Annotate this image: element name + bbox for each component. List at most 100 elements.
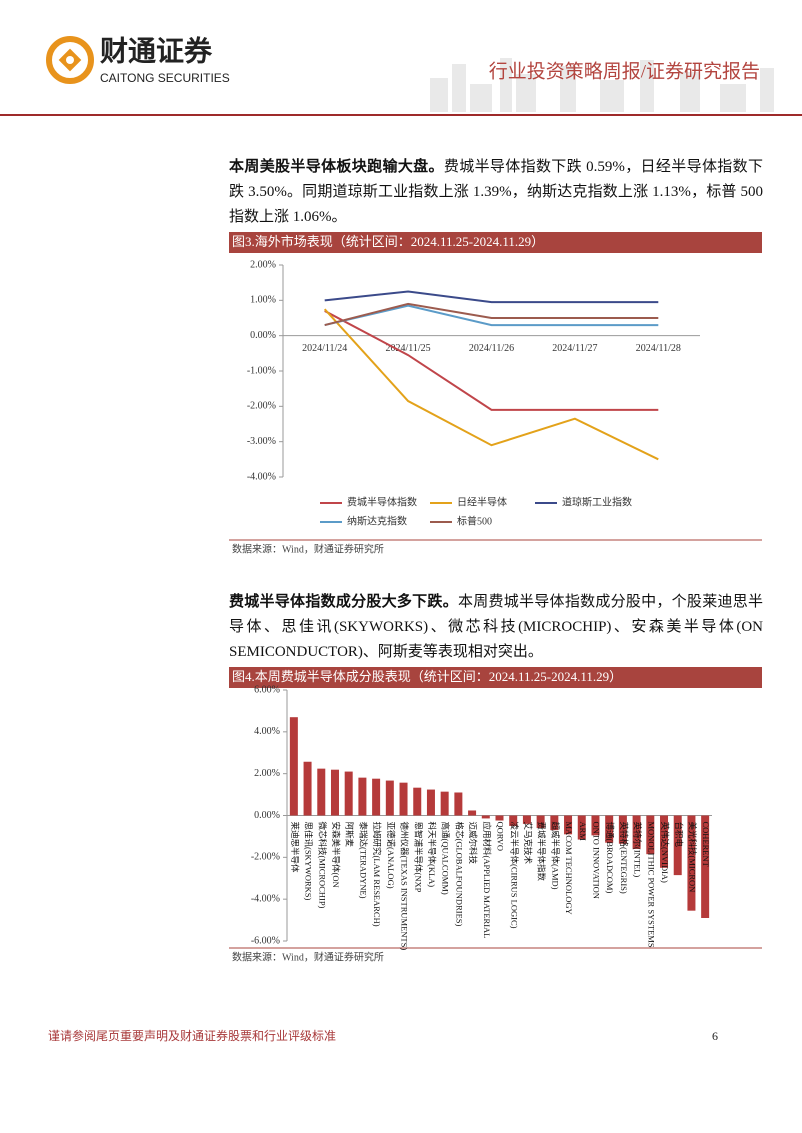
paragraph-body: 费城半导体指数下跌 0.59%，日经半导体指数下跌 3.50%。同期道琼斯工业指… bbox=[229, 159, 763, 225]
bar bbox=[577, 815, 586, 840]
bar bbox=[372, 778, 381, 816]
legend-label: 道琼斯工业指数 bbox=[562, 495, 632, 508]
bar bbox=[522, 815, 531, 824]
bar bbox=[605, 815, 614, 843]
paragraph: 本周美股半导体板块跑输大盘。费城半导体指数下跌 0.59%，日经半导体指数下跌 … bbox=[229, 155, 763, 230]
x-tick-label: 应用材料(APPLIED MATERIAL bbox=[482, 822, 492, 939]
figure-title-bar bbox=[229, 667, 762, 688]
paragraph-body: 本周费城半导体指数成分股中，个股莱迪思半导体、思佳讯(SKYWORKS)、微芯科… bbox=[229, 594, 763, 660]
x-tick-label: 2024/11/25 bbox=[386, 343, 431, 354]
x-tick-label: 思佳讯(SKYWORKS) bbox=[304, 822, 314, 901]
series-line bbox=[324, 290, 659, 304]
bar bbox=[426, 789, 435, 816]
y-tick-label: -1.00% bbox=[247, 365, 276, 376]
bar bbox=[673, 815, 682, 876]
x-tick-label: 英特尔(INTEL) bbox=[633, 822, 643, 878]
logo-en: CAITONG SECURITIES bbox=[100, 71, 230, 85]
y-tick-label: 0.00% bbox=[250, 330, 276, 341]
bar bbox=[660, 815, 669, 868]
bar bbox=[509, 815, 518, 826]
bar bbox=[317, 768, 326, 816]
x-tick-label: 微芯科技(MICROCHIP) bbox=[317, 822, 327, 909]
bar bbox=[358, 777, 367, 816]
x-tick-label: 2024/11/27 bbox=[552, 343, 597, 354]
y-tick-label: -4.00% bbox=[247, 471, 276, 482]
x-tick-label: 亚德诺(ANALOG) bbox=[386, 822, 396, 889]
x-tick-label: 高通(QUALCOMM) bbox=[441, 822, 451, 895]
legend-label: 纳斯达克指数 bbox=[347, 514, 407, 527]
legend-label: 日经半导体 bbox=[457, 495, 507, 508]
x-tick-label: 台积电 bbox=[674, 822, 684, 848]
x-tick-label: 格芯(GLOBALFOUNDRIES) bbox=[454, 822, 464, 927]
y-tick-label: 0.00% bbox=[254, 810, 280, 821]
bar bbox=[440, 791, 449, 816]
bar bbox=[468, 810, 477, 816]
x-tick-label: 超威半导体(AMD) bbox=[550, 822, 560, 890]
x-tick-label: QORVO bbox=[496, 822, 506, 852]
series-line bbox=[324, 304, 659, 327]
x-tick-label: 拉姆研究(LAM RESEARCH) bbox=[372, 822, 382, 927]
skyline bbox=[430, 58, 774, 112]
y-tick-label: -6.00% bbox=[251, 935, 280, 946]
x-tick-label: 美光科技(MICRON bbox=[687, 822, 697, 893]
x-tick-label: 科天半导体(KLA) bbox=[427, 822, 437, 888]
y-tick-label: -4.00% bbox=[251, 893, 280, 904]
x-tick-label: 凌云半导体(CIRRUS LOGIC) bbox=[509, 822, 519, 929]
x-tick-label: ONTO INNOVATION bbox=[592, 822, 602, 899]
y-tick-label: 6.00% bbox=[254, 684, 280, 695]
bar bbox=[687, 815, 696, 911]
bar bbox=[701, 815, 710, 918]
x-tick-label: 德州仪器(TEXAS INSTRUMENTS) bbox=[400, 822, 410, 951]
bar bbox=[413, 787, 422, 816]
bar bbox=[289, 717, 298, 816]
series-line bbox=[323, 308, 659, 461]
bar bbox=[495, 815, 504, 821]
x-tick-label: COHERENT bbox=[701, 822, 711, 868]
bar bbox=[550, 815, 559, 831]
bar bbox=[618, 815, 627, 844]
x-tick-label: 艾马克技术 bbox=[523, 822, 533, 865]
figure-title-bar bbox=[229, 232, 762, 253]
bar bbox=[385, 780, 394, 816]
bar bbox=[303, 761, 312, 816]
bar bbox=[330, 769, 339, 816]
legend-label: 标普500 bbox=[457, 514, 492, 527]
x-tick-label: 恩智浦半导体(NXP bbox=[413, 822, 423, 893]
x-tick-label: 迈威尔科技 bbox=[468, 822, 478, 865]
header-rule bbox=[0, 114, 802, 116]
paragraph-lead: 本周美股半导体板块跑输大盘。 bbox=[229, 159, 444, 175]
y-tick-label: -3.00% bbox=[247, 436, 276, 447]
x-tick-label: 博通(BROADCOM) bbox=[605, 822, 615, 894]
x-tick-label: 费城半导体指数 bbox=[537, 822, 547, 882]
legend-label: 费城半导体指数 bbox=[347, 495, 417, 508]
bar bbox=[646, 815, 655, 855]
x-tick-label: 安森美半导体(ON bbox=[331, 822, 341, 888]
figure-title: 图3.海外市场表现（统计区间：2024.11.25-2024.11.29） bbox=[232, 234, 544, 249]
x-tick-label: 2024/11/26 bbox=[469, 343, 514, 354]
y-tick-label: -2.00% bbox=[251, 852, 280, 863]
bar bbox=[536, 815, 545, 829]
figure-source: 数据来源：Wind，财通证券研究所 bbox=[232, 542, 384, 555]
y-tick-label: 2.00% bbox=[250, 259, 276, 270]
x-tick-label: MONOLITHIC POWER SYSTEMS bbox=[646, 822, 656, 948]
x-tick-label: MACOM TECHNOLOGY bbox=[564, 822, 574, 915]
figure-title: 图4.本周费城半导体成分股表现（统计区间：2024.11.25-2024.11.… bbox=[232, 669, 622, 684]
y-tick-label: 4.00% bbox=[254, 726, 280, 737]
x-tick-label: 英伟达(NVIDIA) bbox=[660, 822, 670, 884]
x-tick-label: 英特格(ENTEGRIS) bbox=[619, 822, 629, 894]
bar bbox=[632, 815, 641, 849]
x-tick-label: ARM bbox=[578, 822, 588, 842]
series-line bbox=[324, 302, 659, 327]
page-number: 6 bbox=[712, 1029, 718, 1043]
y-tick-label: 1.00% bbox=[250, 295, 276, 306]
x-tick-label: 2024/11/28 bbox=[636, 343, 681, 354]
paragraph-lead: 费城半导体指数成分股大多下跌。 bbox=[229, 594, 458, 610]
figure-source: 数据来源：Wind，财通证券研究所 bbox=[232, 950, 384, 963]
y-tick-label: 2.00% bbox=[254, 768, 280, 779]
x-tick-label: 莱迪思半导体 bbox=[290, 822, 300, 874]
bar bbox=[344, 771, 353, 816]
x-tick-label: 阿斯麦 bbox=[345, 822, 355, 848]
footer-disclaimer: 谨请参阅尾页重要声明及财通证券股票和行业评级标准 bbox=[48, 1028, 336, 1043]
